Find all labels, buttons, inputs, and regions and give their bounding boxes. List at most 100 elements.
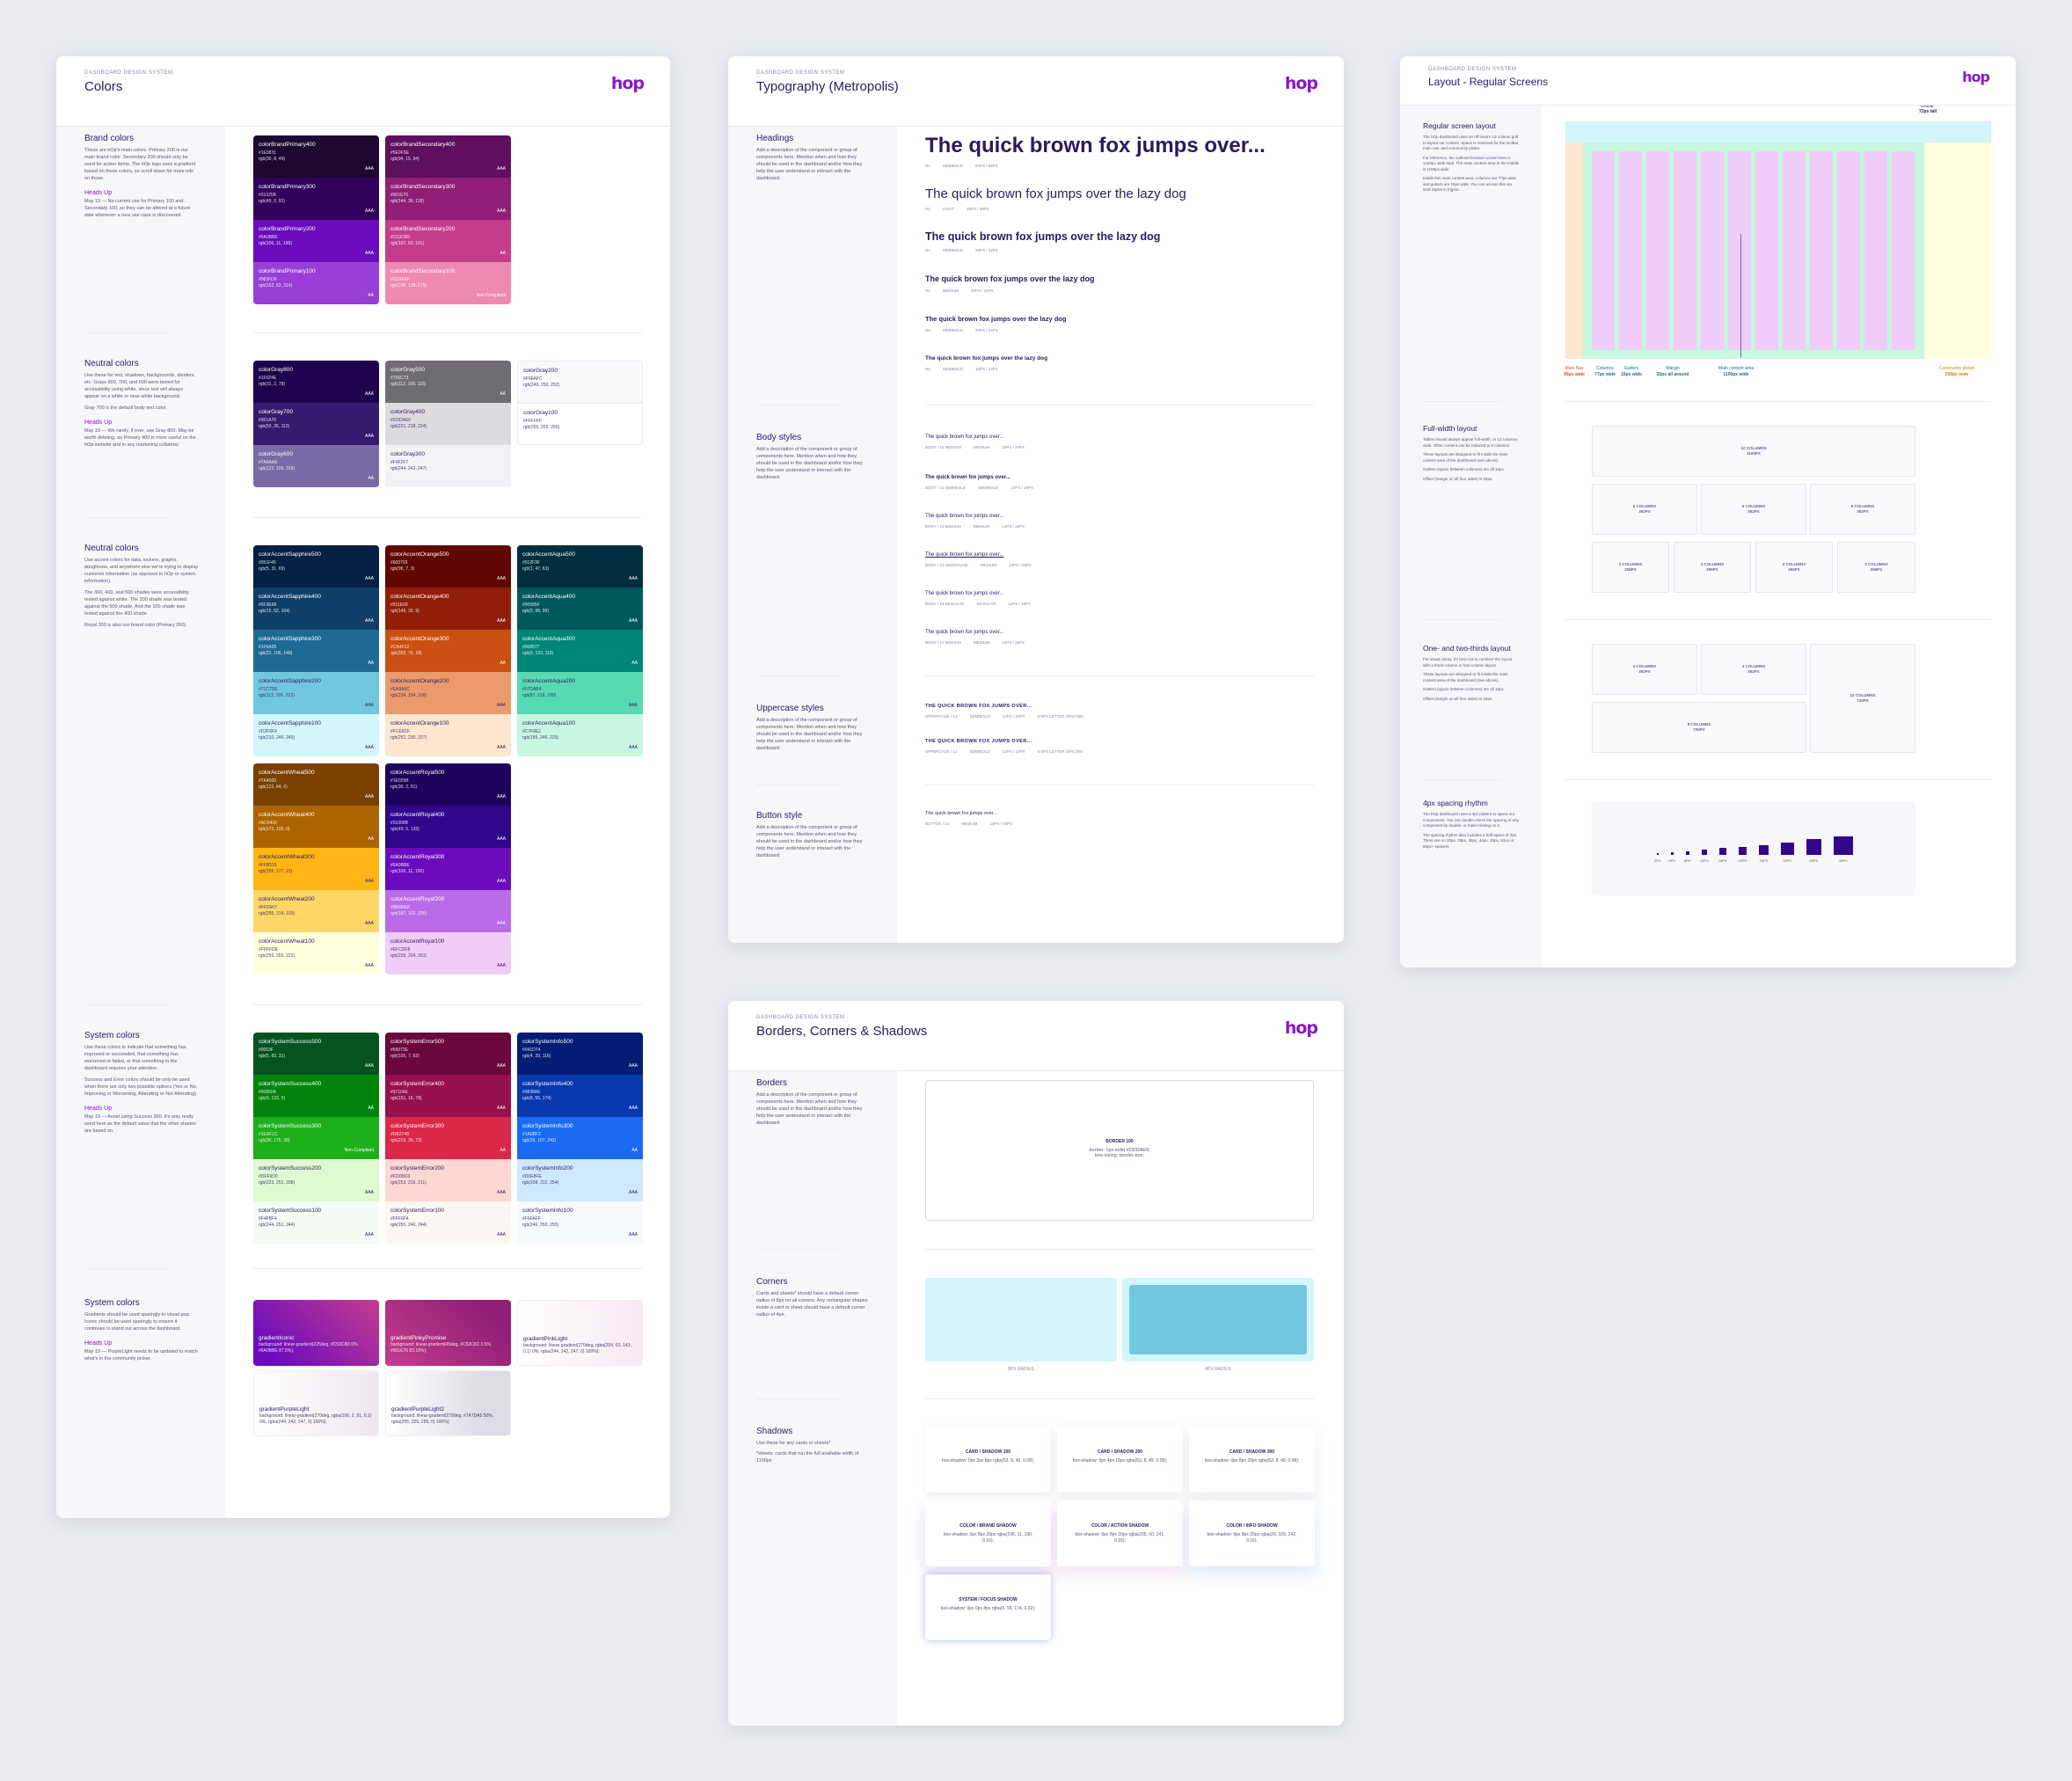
spec-item: 14PX / 18PX xyxy=(1008,563,1032,567)
section-note: These layouts are designed to fit inside… xyxy=(1423,672,1508,682)
grid-column xyxy=(1837,151,1860,350)
section-note: The 300, 400, and 500 shades were access… xyxy=(84,589,189,617)
swatch-rgb: rgb(94, 15, 94) xyxy=(390,156,420,162)
color-section-info: System colors Use these colors to indicat… xyxy=(84,1031,199,1135)
swatch-name: colorAccentAqua300 xyxy=(522,636,575,642)
description-column xyxy=(56,127,225,1518)
type-sample: The quick brown fox jumps over the lazy … xyxy=(925,230,1312,252)
divider xyxy=(925,1249,1314,1250)
gradient-swatch: gradientIconic background: linear-gradien… xyxy=(253,1300,379,1366)
swatch-rgb: rgb(249, 250, 252) xyxy=(523,382,560,388)
swatch-accessibility: AAA xyxy=(364,921,374,927)
color-section-info: Brand colors These are hOp's main colors.… xyxy=(84,134,199,220)
swatch-rgb: rgb(96, 7, 3) xyxy=(390,566,415,572)
divider xyxy=(253,517,642,518)
swatch-rgb: rgb(172, 100, 0) xyxy=(259,826,290,832)
color-swatch: colorBrandPrimary400 #1E0831 rgb(30, 8, 49… xyxy=(253,135,379,178)
swatch-rgb: rgb(87, 218, 180) xyxy=(522,692,557,698)
swatch-accessibility: AAA xyxy=(364,879,374,885)
layout-6-columns: 6 COLUMNS 352PX xyxy=(1592,484,1697,535)
color-swatch: colorAccentAqua400 #00585F rgb(0, 88, 95) A… xyxy=(517,588,643,630)
board-subtitle: DASHBOARD DESIGN SYSTEM xyxy=(756,1015,845,1020)
section-desc: Add a description of the component or gr… xyxy=(756,718,863,751)
swatch-rgb: rgb(113, 199, 222) xyxy=(259,692,295,698)
swatch-accessibility: AAA xyxy=(496,576,506,582)
grid-label: Community picker 208px wide xyxy=(1926,366,1988,377)
swatch-accessibility: AAA xyxy=(496,703,506,709)
heads-up-desc: May 19 — PurpleLight needs to be updated… xyxy=(84,1348,198,1361)
layout-3-columns: 3 COLUMNS 255PX xyxy=(1674,542,1751,593)
swatch-rgb: rgb(49, 6, 139) xyxy=(390,826,420,832)
section-title: Borders xyxy=(756,1078,788,1088)
grid-center-line xyxy=(1740,234,1741,357)
corners-section: Corners Cards and sheets* should have a … xyxy=(756,1277,871,1319)
spec-item: BODY / 14 MEDIUM xyxy=(925,524,961,529)
spacing-label: 4PX xyxy=(1668,858,1675,863)
type-sample: The quick brown fox jumps over... BODY / … xyxy=(925,591,1312,606)
color-swatch: colorAccentAqua200 #57DAB4 rgb(87, 218, 18… xyxy=(517,672,643,714)
layout-section-info: Regular screen layout The hOp dashboard u… xyxy=(1423,121,1520,193)
swatch-hex: #DB2748 xyxy=(390,1131,409,1137)
divider xyxy=(253,1004,642,1005)
swatch-name: colorAccentWheat500 xyxy=(259,770,315,776)
swatch-hex: #706C73 xyxy=(390,375,409,381)
divider xyxy=(1565,779,1991,780)
swatch-accessibility: AA xyxy=(368,1106,374,1112)
swatch-rgb: rgb(239, 204, 251) xyxy=(390,953,427,959)
spacing-square xyxy=(1781,842,1794,855)
shadow-card: COLOR / INFO SHADOW box-shadow: 0px 8px 2… xyxy=(1189,1500,1315,1566)
spacing-square xyxy=(1738,846,1747,855)
board-subtitle: DASHBOARD DESIGN SYSTEM xyxy=(756,70,845,76)
type-sample: THE QUICK BROWN FOX JUMPS OVER... UPPERCA… xyxy=(925,704,1312,719)
swatch-accessibility: AAA xyxy=(496,836,506,843)
color-swatch: colorSystemError300 #DB2748 rgb(219, 39, 7… xyxy=(385,1117,511,1159)
swatch-hex: #351A70 xyxy=(259,417,277,423)
swatch-accessibility: AAA xyxy=(496,166,506,172)
section-title: One- and two-thirds layout xyxy=(1423,644,1511,653)
swatch-accessibility: AAA xyxy=(364,1063,374,1069)
swatch-rgb: rgb(0, 133, 119) xyxy=(522,650,554,656)
swatch-rgb: rgb(106, 11, 190) xyxy=(390,868,424,874)
divider xyxy=(756,1398,841,1399)
toolbar-region xyxy=(1565,121,1991,142)
swatch-hex: #041D74 xyxy=(522,1047,541,1053)
board-header: DASHBOARD DESIGN SYSTEM Colors hop xyxy=(56,56,670,127)
swatch-hex: #6A0BBE xyxy=(259,234,278,240)
label-name: Margin xyxy=(1666,366,1680,371)
swatch-name: colorAccentRoyal400 xyxy=(390,812,445,818)
swatch-hex: #F6FAFF xyxy=(522,1215,541,1222)
swatch-name: colorSystemSuccess100 xyxy=(259,1208,322,1214)
main-nav-region xyxy=(1565,142,1583,359)
layout-3-columns: 3 COLUMNS 255PX xyxy=(1592,542,1669,593)
swatch-rgb: rgb(144, 30, 118) xyxy=(390,198,424,204)
section-title: Corners xyxy=(756,1277,788,1287)
swatch-name: colorAccentWheat300 xyxy=(259,854,315,860)
swatch-name: colorBrandSecondary300 xyxy=(390,184,456,190)
swatch-accessibility: AAA xyxy=(496,1190,506,1196)
spacing-rhythm-panel xyxy=(1592,802,1915,895)
sample-text: The quick brown fox jumps over the lazy … xyxy=(925,274,1095,283)
color-swatch: colorSystemSuccess200 #DFF9D0 rgb(223, 251… xyxy=(253,1159,379,1201)
sample-spec: BODY / 16 MEDIUM MEDIUM 16PX / 24PX xyxy=(925,445,1312,449)
gradient-name: gradientPurpleLight2 xyxy=(391,1406,444,1412)
swatch-rgb: rgb(5, 83, 31) xyxy=(259,1053,286,1059)
swatch-rgb: rgb(255, 177, 21) xyxy=(259,868,293,874)
divider xyxy=(756,1249,841,1250)
section-note: The spacing rhythm also includes a half-… xyxy=(1423,832,1518,849)
section-title: Brand colors xyxy=(84,134,135,143)
swatch-hex: #0F3E68 xyxy=(259,602,277,608)
swatch-name: colorAccentSapphire100 xyxy=(259,720,321,726)
swatch-rgb: rgb(252, 230, 207) xyxy=(390,734,427,741)
swatch-name: colorSystemInfo400 xyxy=(522,1081,573,1087)
color-swatch: colorBrandSecondary200 #C53C8D rgb(197, 60… xyxy=(385,220,511,262)
swatch-accessibility: AAA xyxy=(364,1232,374,1238)
shadow-card: CARD / SHADOW 300 box-shadow: 0px 8px 20p… xyxy=(1189,1427,1315,1493)
color-swatch: colorAccentSapphire300 #1F6A95 rgb(31, 106… xyxy=(253,630,379,672)
label-name: Community picker xyxy=(1938,366,1974,371)
sample-text: The quick brown fox jumps over the lazy … xyxy=(925,355,1048,361)
section-desc: Use accent colors for data, lockers, gra… xyxy=(84,558,199,584)
swatch-name: colorAccentSapphire500 xyxy=(259,551,321,558)
color-swatch: colorGray200 #F9FAFC rgb(249, 250, 252) xyxy=(517,361,643,403)
swatch-accessibility: AAA xyxy=(496,745,506,751)
swatch-name: colorAccentSapphire200 xyxy=(259,678,321,684)
